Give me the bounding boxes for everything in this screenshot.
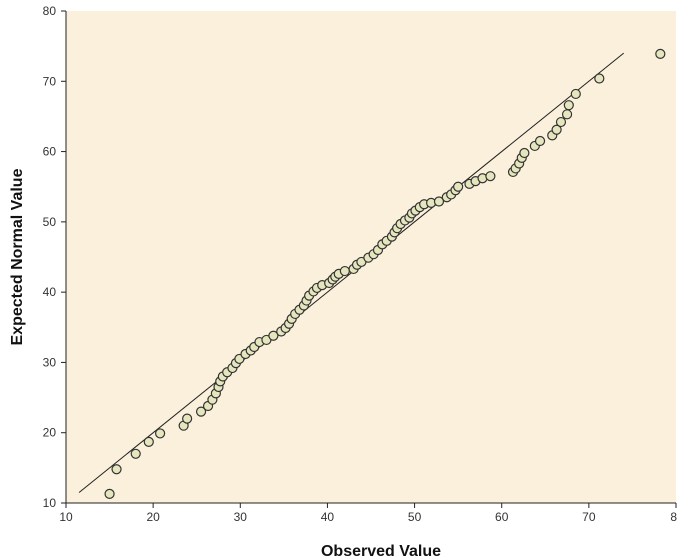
x-tick-label: 10 xyxy=(59,510,73,524)
data-point xyxy=(551,124,562,135)
axis-lines xyxy=(65,11,676,504)
x-tick-label: 50 xyxy=(408,510,422,524)
data-point xyxy=(570,88,581,100)
x-axis-title: Observed Value xyxy=(321,543,441,560)
x-tick-label: 30 xyxy=(234,510,248,524)
y-tick-label: 70 xyxy=(43,74,57,88)
data-point xyxy=(104,488,115,499)
y-tick-label: 60 xyxy=(43,145,57,159)
data-point xyxy=(555,116,567,128)
data-point xyxy=(195,406,207,417)
data-point xyxy=(182,413,193,424)
x-tick-label: 70 xyxy=(582,510,596,524)
data-point xyxy=(534,135,546,147)
data-point xyxy=(561,109,573,120)
data-point xyxy=(594,73,605,84)
data-point xyxy=(155,428,166,439)
x-tick-label: 8 xyxy=(670,510,677,524)
y-axis-title: Expected Normal Value xyxy=(9,168,26,345)
data-point xyxy=(111,464,122,475)
y-tick-label: 40 xyxy=(43,285,57,299)
axis-ticks: 10 20 30 40 50 60 70 8 10 20 30 40 50 60 70 80 xyxy=(43,4,678,524)
y-tick-label: 20 xyxy=(43,426,57,440)
data-point xyxy=(655,48,666,59)
data-point xyxy=(453,181,464,192)
x-tick-label: 40 xyxy=(321,510,335,524)
data-point xyxy=(433,196,445,207)
x-tick-label: 60 xyxy=(495,510,509,524)
data-point xyxy=(268,330,279,341)
y-tick-label: 50 xyxy=(43,215,57,229)
y-tick-label: 30 xyxy=(43,355,57,369)
data-point xyxy=(339,265,350,277)
data-point xyxy=(485,171,496,182)
data-point xyxy=(143,436,154,447)
x-tick-label: 20 xyxy=(146,510,160,524)
data-points xyxy=(104,48,666,499)
data-point xyxy=(519,147,530,159)
y-tick-label: 10 xyxy=(43,496,57,510)
y-tick-label: 80 xyxy=(43,4,57,18)
data-point xyxy=(563,100,574,111)
data-point xyxy=(130,448,141,459)
